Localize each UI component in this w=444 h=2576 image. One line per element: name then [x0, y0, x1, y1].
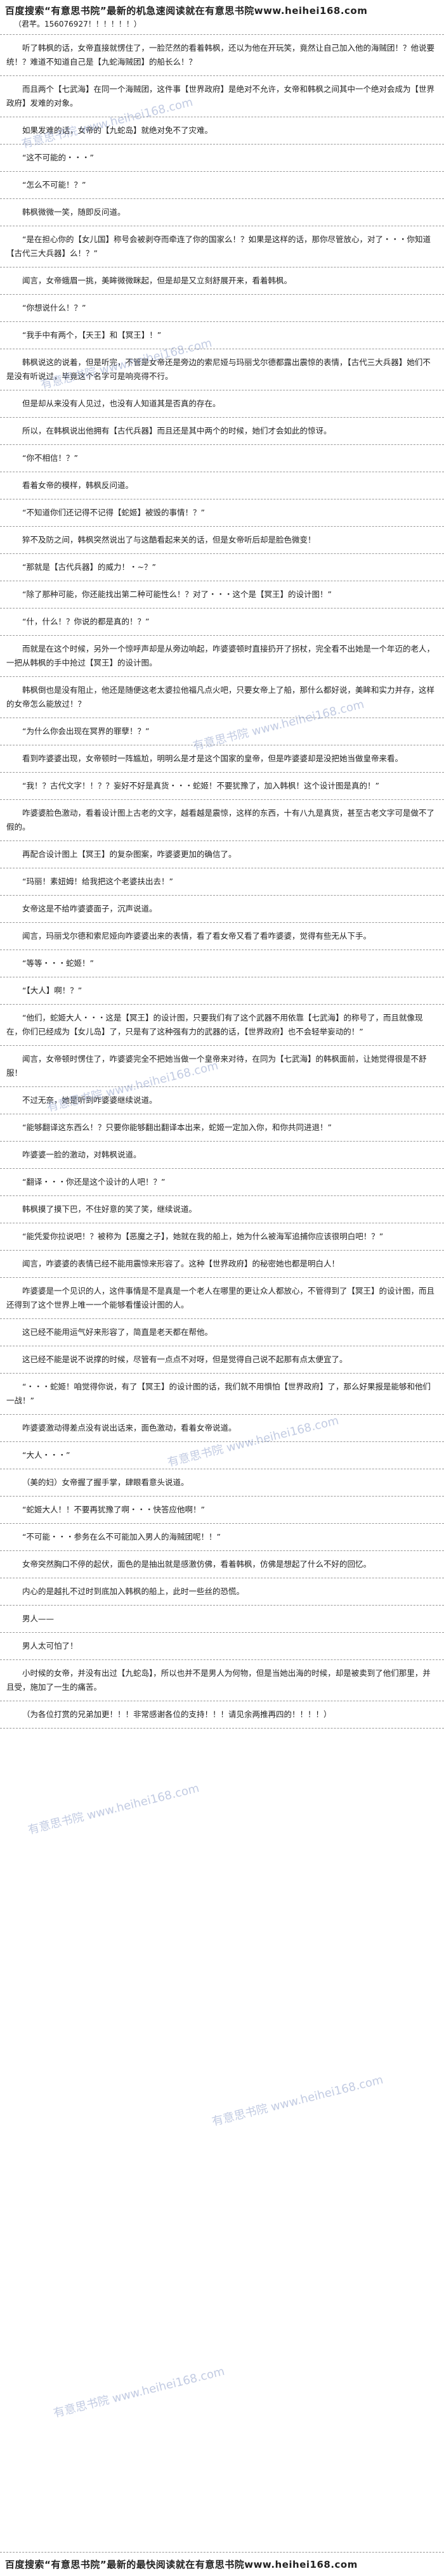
paragraph: 猝不及防之间，韩枫突然说出了与这酷看起来关的话，但是女帝听后却是脸色微变！	[0, 527, 444, 554]
paragraph: 韩枫倒也是没有阻止，他还是随便这老太婆拉他福凡点火吧，只要女帝上了船，那什么都好…	[0, 677, 444, 718]
paragraph: “为什么你会出现在冥界的罪孽！？”	[0, 718, 444, 745]
paragraph: “他们，蛇姬大人・・・这是【冥王】的设计图，只要我们有了这个武器不用依靠【七武海…	[0, 1005, 444, 1046]
paragraph: 闻言，玛丽戈尔德和索尼娅向咋婆婆出来的表情，看了看女帝又看了看咋婆婆，觉得有些无…	[0, 923, 444, 950]
paragraph: 咋婆婆激动得差点没有说出话来，面色激动，看着女帝说道。	[0, 1415, 444, 1442]
paragraph: 韩枫微微一笑，随即反问道。	[0, 199, 444, 226]
paragraph: 小时候的女帝，并没有出过【九蛇岛】，所以也并不是男人为何物，但是当她出海的时候，…	[0, 1660, 444, 1701]
paragraph: “大人・・・”	[0, 1442, 444, 1469]
paragraph: 韩枫摸了摸下巴，不住好意的笑了笑，继续说道。	[0, 1196, 444, 1223]
paragraph: “蛇姬大人！！不要再犹豫了啊・・・快答应他啊！”	[0, 1497, 444, 1524]
paragraph: 再配合设计图上【冥王】的复杂图案，咋婆婆更加的确信了。	[0, 841, 444, 868]
paragraph: “我！？古代文字！！？？妄好不好是真货・・・蛇姬！不要犹豫了，加入韩枫！这个设计…	[0, 773, 444, 800]
paragraph: 内心的是越扎不过时到底加入韩枫的船上，此时一些丝的恐慌。	[0, 1578, 444, 1606]
watermark: 有意思书院 www.heihei168.com	[51, 2364, 226, 2421]
paragraph: 咋婆婆一脸的激动，对韩枫说道。	[0, 1142, 444, 1169]
paragraph: 这已经不能用运气好来形容了，简直是老天都在帮他。	[0, 1319, 444, 1346]
paragraph: 不过无奈，她是听到咋婆婆继续说道。	[0, 1087, 444, 1114]
header-title: 百度搜索“有意思书院”最新的机急速阅读就在有意思书院www.heihei168.…	[5, 5, 368, 16]
paragraph: “那就是【古代兵器】的威力！・~？”	[0, 554, 444, 581]
paragraph: “【大人】啊！？”	[0, 977, 444, 1005]
paragraph: “是在担心你的【女儿国】称号会被剥夺而牵连了你的国家么！？如果是这样的话，那你尽…	[0, 226, 444, 267]
paragraph: 看到咋婆婆出现，女帝顿时一阵尴尬，明明么是才是这个国家的皇帝，但是咋婆婆却是没把…	[0, 745, 444, 773]
paragraph: 韩枫说这的说着，但是听完，不管是女帝还是旁边的索尼娅与玛丽戈尔德都露出震惊的表情…	[0, 349, 444, 390]
paragraph: “怎么不可能！？”	[0, 172, 444, 199]
footer: 百度搜索“有意思书院”最新的最快阅读就在有意思书院www.heihei168.c…	[0, 2552, 444, 2576]
paragraph: “你想说什么！？”	[0, 295, 444, 322]
header-note: （君芊。156076927！！！！！！）	[0, 18, 444, 35]
paragraph: 男人太可怕了！	[0, 1633, 444, 1660]
paragraph: “我手中有两个，【天王】和【冥王】！”	[0, 322, 444, 349]
paragraph: 如果发难的话，女帝的【九蛇岛】就绝对免不了灾难。	[0, 117, 444, 145]
paragraph: 男人——	[0, 1606, 444, 1633]
paragraph: “什，什么！？你说的都是真的！？”	[0, 609, 444, 636]
paragraph: 看着女帝的模样，韩枫反问道。	[0, 472, 444, 499]
paragraph: 闻言，咋婆婆的表情已经不能用震惊来形容了。这种【世界政府】的秘密她也都是明白人！	[0, 1251, 444, 1278]
paragraph: “除了那种可能，你还能找出第二种可能性么！？对了・・・这个是【冥王】的设计图！”	[0, 581, 444, 609]
paragraph: “能够翻译这东西么！？只要你能够翻出翻译本出来，蛇姬一定加入你，和你共同进退！”	[0, 1114, 444, 1142]
paragraph: 咋婆婆是一个见识的人，这件事情是不是真是一个老人在哪里的更让众人都放心，不管得到…	[0, 1278, 444, 1319]
paragraph: “能凭爱你拉说吧！？被称为【恶魔之子】，她就在我的船上，她为什么被海军追捕你应该…	[0, 1223, 444, 1251]
paragraph: 而就是在这个时候，另外一个惊呼声却是从旁边响起，咋婆婆顿时直接扔开了拐杖，完全看…	[0, 636, 444, 677]
paragraph: 所以，在韩枫说出他拥有【古代兵器】而且还是其中两个的时候，她们才会如此的惊讶。	[0, 418, 444, 445]
paragraph: 女帝突然胸口不停的起伏，面色的是抽出就是感激仿佛，看着韩枫，仿佛是想起了什么不好…	[0, 1551, 444, 1578]
paragraph: 但是却从来没有人见过，也没有人知道其是否真的存在。	[0, 390, 444, 418]
paragraph: （为各位打赏的兄弟加更！！！非常感谢各位的支持！！！请见余两推再四的！！！！）	[0, 1701, 444, 1729]
paragraph: 咋婆婆脸色激动，看着设计图上古老的文字，越看越是震惊，这样的东西，十有八九是真货…	[0, 800, 444, 841]
paragraph: 闻言，女帝蛾眉一挑，美眸微微眯起，但是却是又立刻舒展开来，看着韩枫。	[0, 267, 444, 295]
paragraph: “翻译・・・你还是这个设计的人吧！？”	[0, 1169, 444, 1196]
content: 听了韩枫的话，女帝直接就愣住了，一脸茫然的看着韩枫，还以为他在开玩笑，竟然让自己…	[0, 35, 444, 1729]
paragraph: “・・・蛇姬！咱觉得你说，有了【冥王】的设计图的话，我们就不用惧怕【世界政府】了…	[0, 1374, 444, 1415]
paragraph: 而且两个【七武海】在同一个海贼团，这件事【世界政府】是绝对不允许，女帝和韩枫之间…	[0, 76, 444, 117]
paragraph: “等等・・・蛇姬！”	[0, 950, 444, 977]
paragraph: 女帝这是不给咋婆婆面子，沉声说道。	[0, 896, 444, 923]
paragraph: “玛丽！素妞姆！给我把这个老婆扶出去！”	[0, 868, 444, 896]
paragraph: （美的妇）女帝握了握手掌，肆眼看意头说道。	[0, 1469, 444, 1497]
paragraph: “你不相信！？”	[0, 445, 444, 472]
paragraph: 这已经不能是说不说撑的时候，尽管有一点点不对呀，但是觉得自己说不起那有点太便宜了…	[0, 1346, 444, 1374]
watermark: 有意思书院 www.heihei168.com	[210, 2073, 385, 2129]
paragraph: 听了韩枫的话，女帝直接就愣住了，一脸茫然的看着韩枫，还以为他在开玩笑，竟然让自己…	[0, 35, 444, 76]
watermark: 有意思书院 www.heihei168.com	[26, 1781, 201, 1838]
paragraph: “这不可能的・・・”	[0, 145, 444, 172]
paragraph: 闻言，女帝顿时愣住了，咋婆婆完全不把她当做一个皇帝来对待，在同为【七武海】的韩枫…	[0, 1046, 444, 1087]
paragraph: “不可能・・・参务在么不可能加入男人的海贼团呢！！”	[0, 1524, 444, 1551]
paragraph: “不知道你们还记得不记得【蛇姬】被毁的事情！？”	[0, 499, 444, 527]
